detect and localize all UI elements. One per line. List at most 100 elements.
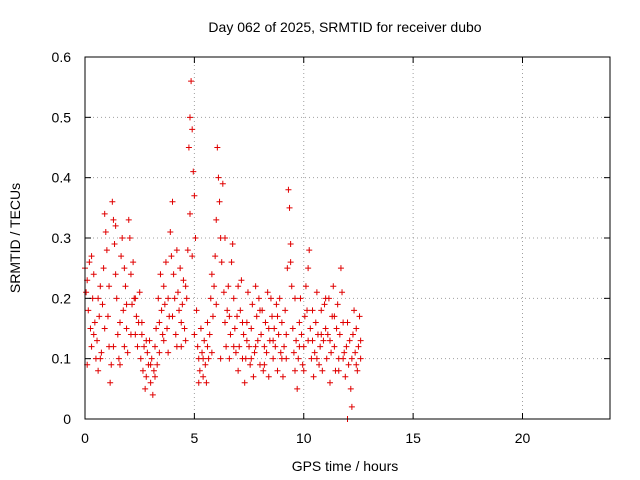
data-point [119,235,126,241]
data-point [209,313,216,320]
data-point [293,337,300,344]
y-tick-label: 0.3 [52,230,72,246]
data-point [158,307,165,314]
data-point [261,343,268,350]
data-point [182,283,189,290]
data-point [165,349,172,356]
data-point [222,319,228,326]
data-point [352,349,359,356]
data-point [241,379,248,386]
data-point [213,301,220,308]
data-point [319,367,326,374]
data-point [193,307,200,314]
data-point [87,325,94,332]
data-point [90,331,97,338]
data-point [153,325,160,332]
data-point [127,331,134,338]
data-point [228,259,235,266]
data-point [296,319,303,326]
data-point [322,325,329,332]
data-point [331,343,338,350]
data-point [305,337,312,344]
x-axis-label: GPS time / hours [292,458,399,474]
data-point [292,295,298,302]
data-point [176,307,183,314]
data-point [159,331,166,338]
data-point [185,144,192,151]
data-point [252,343,259,350]
data-point [129,301,136,308]
data-point [178,343,185,350]
data-point [196,367,203,374]
data-point [97,355,104,362]
data-point [335,367,342,374]
data-point [147,379,154,386]
data-point [355,343,362,350]
data-point [130,259,137,266]
data-point [300,367,307,374]
data-point [258,331,265,338]
data-point [157,271,164,278]
data-point [178,319,185,326]
data-point [217,355,224,362]
data-point [177,265,184,272]
data-point [137,355,144,362]
data-point [202,361,209,368]
data-point [274,313,281,320]
data-point [125,216,132,223]
data-point [213,216,220,223]
data-point [244,289,251,296]
data-point [110,343,117,350]
data-point [183,295,190,302]
y-tick-label: 0.1 [52,351,72,367]
data-point [90,271,97,278]
data-point [117,361,123,368]
data-point [184,247,191,254]
data-point [211,283,218,290]
data-point [324,331,331,338]
data-point [287,241,294,248]
data-point [276,295,283,302]
data-point [182,337,189,344]
data-point [316,361,323,368]
data-point [294,385,301,392]
data-point [110,216,117,223]
data-point [327,379,333,386]
data-point [235,283,242,290]
data-point [340,355,347,362]
data-point [208,271,215,278]
y-tick-label: 0.6 [52,49,72,65]
data-point [292,367,298,374]
data-point [304,307,311,314]
data-point [200,373,207,380]
data-point [148,355,155,362]
data-point [218,259,225,266]
data-point [168,253,175,260]
data-point [318,307,325,314]
data-point [194,343,201,350]
data-point [161,301,168,308]
data-point [154,361,161,368]
data-point [226,313,233,320]
data-point [169,313,176,320]
data-point [277,349,284,356]
data-point [142,385,149,392]
data-point [284,265,291,272]
data-point [347,385,354,392]
data-point [109,198,116,205]
data-point [101,210,108,217]
data-point [301,313,308,320]
data-point [204,319,211,326]
x-tick-label: 20 [515,430,531,446]
data-point [308,355,315,362]
data-point [138,319,145,326]
data-point [219,180,226,187]
data-point [103,247,110,254]
data-point [191,331,198,338]
data-point [169,198,176,205]
data-point [243,337,250,344]
data-point [88,343,95,350]
data-point [289,325,296,332]
data-point [205,355,212,362]
data-point [150,367,157,374]
